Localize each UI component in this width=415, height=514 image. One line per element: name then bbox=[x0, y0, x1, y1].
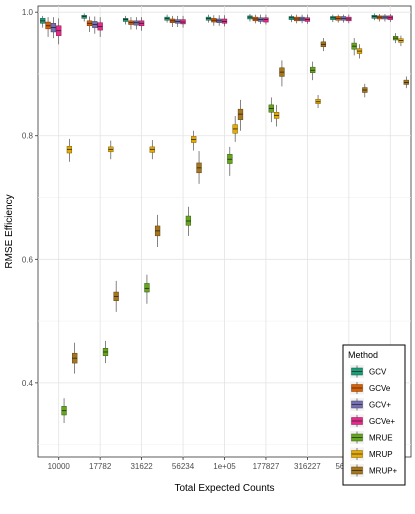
y-tick-label: 0.8 bbox=[22, 132, 34, 141]
x-tick-label: 10000 bbox=[48, 462, 71, 471]
legend-label: MRUP bbox=[369, 450, 393, 459]
series-GCV+ bbox=[50, 14, 388, 39]
x-tick-label: 17782 bbox=[89, 462, 112, 471]
legend-label: GCV+ bbox=[369, 401, 391, 410]
x-tick-label: 56234 bbox=[172, 462, 195, 471]
y-tick-label: 0.6 bbox=[22, 255, 34, 264]
box bbox=[144, 283, 150, 293]
legend-items: GCV GCVe GCV+ GCVe+ MRUE MRUP MRUP+ bbox=[350, 365, 398, 477]
legend-title: Method bbox=[348, 350, 378, 360]
series-MRUP+ bbox=[72, 38, 409, 374]
legend-label: MRUP+ bbox=[369, 467, 398, 476]
series-MRUE bbox=[61, 33, 399, 424]
legend-label: GCV bbox=[369, 368, 387, 377]
series-GCVe bbox=[45, 14, 383, 37]
box-layer bbox=[40, 13, 409, 424]
legend-label: GCVe+ bbox=[369, 417, 395, 426]
x-axis-title: Total Expected Counts bbox=[174, 483, 274, 494]
y-tick-label: 1.0 bbox=[22, 8, 34, 17]
series-GCV bbox=[40, 13, 377, 28]
legend-label: GCVe bbox=[369, 384, 391, 393]
series-MRUP bbox=[66, 35, 404, 162]
legend: Method GCV GCVe GCV+ GCVe+ MRUE MRUP MRUP+ bbox=[342, 344, 406, 486]
x-tick-label: 1e+05 bbox=[213, 462, 236, 471]
series-GCVe+ bbox=[56, 14, 393, 45]
x-tick-label: 177827 bbox=[253, 462, 280, 471]
x-tick-label: 316227 bbox=[294, 462, 321, 471]
legend-label: MRUE bbox=[369, 434, 393, 443]
y-tick-label: 0.4 bbox=[22, 379, 34, 388]
y-axis-title: RMSE Efficiency bbox=[4, 194, 15, 268]
x-tick-label: 31622 bbox=[130, 462, 153, 471]
